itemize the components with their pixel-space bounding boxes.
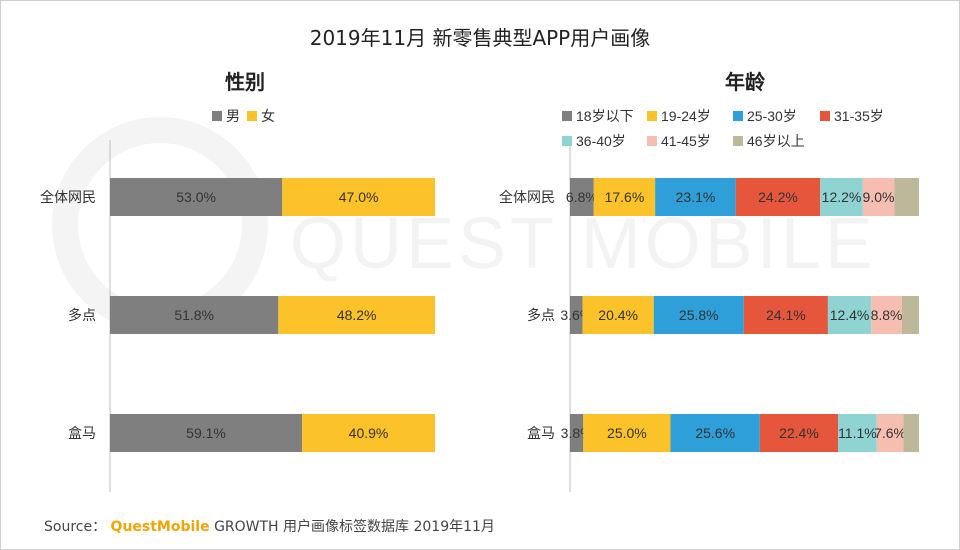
legend-swatch — [733, 136, 743, 146]
legend-label: 41-45岁 — [661, 133, 711, 149]
data-label: 12.4% — [830, 307, 870, 323]
source-brand: QuestMobile — [110, 519, 210, 535]
data-label: 53.0% — [176, 189, 216, 205]
legend-swatch — [247, 111, 257, 121]
bar-segment — [278, 296, 435, 334]
legend-swatch — [647, 136, 657, 146]
data-label: 40.9% — [349, 425, 389, 441]
data-label: 25.6% — [695, 425, 735, 441]
bar-segment — [570, 414, 584, 452]
bar-segment — [894, 178, 919, 216]
data-label: 20.4% — [598, 307, 638, 323]
data-label: 25.0% — [607, 425, 647, 441]
legend-label: 25-30岁 — [747, 108, 797, 124]
legend-label: 46岁以上 — [747, 133, 805, 149]
data-label: 12.2% — [822, 189, 862, 205]
data-label: 8.8% — [871, 307, 903, 323]
bar-segment — [876, 414, 904, 452]
data-label: 6.8% — [566, 189, 598, 205]
bar-segment — [862, 178, 895, 216]
bar-segment — [110, 296, 279, 334]
legend-swatch — [212, 111, 222, 121]
bar-segment — [583, 414, 671, 452]
data-label: 47.0% — [339, 189, 379, 205]
bar-segment — [903, 414, 919, 452]
bar-segment — [743, 296, 828, 334]
legend-swatch — [820, 111, 830, 121]
source-prefix: Source： — [44, 519, 107, 535]
data-label: 48.2% — [337, 307, 377, 323]
bar-segment — [759, 414, 839, 452]
legend-label: 31-35岁 — [834, 108, 884, 124]
data-label: 17.6% — [605, 189, 645, 205]
data-label: 24.2% — [758, 189, 798, 205]
data-label: 25.8% — [679, 307, 719, 323]
bar-segment — [653, 296, 744, 334]
data-label: 51.8% — [174, 307, 214, 323]
bar-segment — [302, 414, 435, 452]
bar-segment — [282, 178, 435, 216]
data-label: 11.1% — [838, 425, 877, 441]
bar-segment — [655, 178, 736, 216]
source-suffix: GROWTH 用户画像标签数据库 2019年11月 — [214, 519, 495, 535]
right-chart-title: 年龄 — [725, 70, 765, 94]
data-label: 59.1% — [186, 425, 226, 441]
data-label: 23.1% — [676, 189, 716, 205]
category-label: 盒马 — [68, 425, 96, 441]
legend-swatch — [733, 111, 743, 121]
bar-segment — [827, 296, 872, 334]
bar-segment — [593, 178, 656, 216]
bar-segment — [570, 178, 594, 216]
bar-segment — [110, 414, 303, 452]
legend-label: 男 — [226, 108, 240, 124]
bar-segment — [735, 178, 821, 216]
bar-segment — [871, 296, 902, 334]
legend-label: 19-24岁 — [661, 108, 711, 124]
data-label: 22.4% — [779, 425, 819, 441]
category-label: 全体网民 — [499, 189, 555, 205]
category-label: 多点 — [68, 307, 96, 323]
source-note: Source： QuestMobile GROWTH 用户画像标签数据库 201… — [44, 516, 495, 536]
category-label: 盒马 — [527, 425, 555, 441]
bar-segment — [901, 296, 919, 334]
category-label: 多点 — [527, 307, 555, 323]
bar-segment — [820, 178, 863, 216]
bar-segment — [670, 414, 760, 452]
legend-swatch — [562, 111, 572, 121]
data-label: 24.1% — [766, 307, 806, 323]
bar-segment — [110, 178, 283, 216]
category-label: 全体网民 — [40, 189, 96, 205]
legend-swatch — [562, 136, 572, 146]
page-title: 2019年11月 新零售典型APP用户画像 — [309, 26, 651, 50]
bar-segment — [582, 296, 654, 334]
data-label: 7.6% — [874, 425, 906, 441]
legend-label: 36-40岁 — [576, 133, 626, 149]
legend-label: 18岁以下 — [576, 108, 634, 124]
bar-segment — [838, 414, 877, 452]
left-chart-title: 性别 — [225, 70, 265, 94]
data-label: 9.0% — [863, 189, 895, 205]
bar-segment — [570, 296, 583, 334]
legend-label: 女 — [261, 108, 275, 124]
legend-swatch — [647, 111, 657, 121]
